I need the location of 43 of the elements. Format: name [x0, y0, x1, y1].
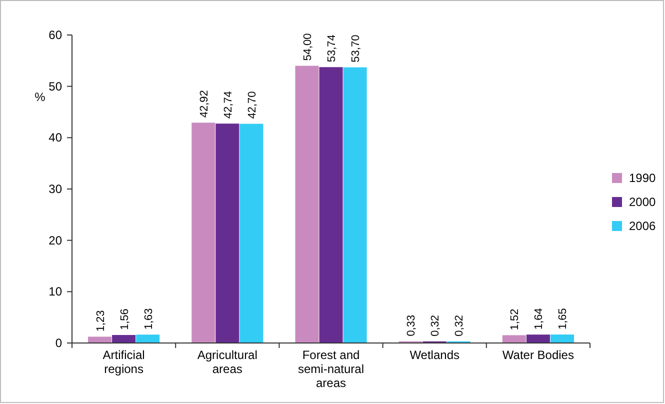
bar	[295, 66, 319, 343]
legend-label: 1990	[629, 171, 656, 185]
data-label: 1,65	[557, 308, 570, 330]
y-axis-title: %	[34, 90, 46, 104]
legend-label: 2000	[629, 195, 656, 209]
data-label: 54,00	[302, 33, 314, 61]
data-label: 42,70	[246, 91, 258, 119]
y-tick-label: 40	[48, 130, 62, 145]
bar	[343, 67, 367, 343]
data-label: 1,23	[94, 310, 107, 332]
data-label: 42,74	[222, 91, 234, 119]
data-label: 0,33	[406, 314, 418, 336]
data-label: 1,64	[533, 308, 546, 330]
x-tick-label: Agricultural areas	[197, 348, 258, 376]
bar	[550, 334, 574, 343]
data-label: 0,32	[454, 314, 466, 336]
x-tick-label: Wetlands	[410, 348, 460, 362]
bar	[526, 334, 550, 343]
bar	[502, 335, 526, 343]
data-label: 42,92	[198, 90, 210, 118]
bar	[216, 124, 240, 343]
bar	[319, 67, 343, 343]
data-label: 53,70	[350, 34, 362, 62]
y-tick-label: 30	[48, 182, 62, 196]
bar	[112, 334, 136, 343]
bar	[136, 334, 160, 343]
y-tick-label: 10	[48, 284, 62, 299]
y-tick-label: 50	[48, 79, 62, 94]
bar	[240, 124, 264, 343]
data-label: 1,63	[142, 308, 155, 330]
data-label: 1,52	[509, 308, 522, 330]
bar	[192, 122, 216, 343]
x-tick-label: Water Bodies	[502, 348, 574, 362]
x-tick-label: Artificial regions	[102, 348, 145, 376]
y-tick-label: 60	[48, 28, 62, 42]
legend-label: 2006	[629, 219, 656, 233]
data-label: 0,32	[430, 314, 442, 336]
bar	[88, 336, 112, 343]
data-label: 1,56	[118, 308, 131, 330]
x-tick-label: Forest and semi-natural areas	[298, 348, 364, 390]
data-label: 53,74	[326, 34, 338, 62]
y-tick-label: 20	[48, 233, 62, 248]
y-tick-label: 0	[55, 336, 62, 350]
